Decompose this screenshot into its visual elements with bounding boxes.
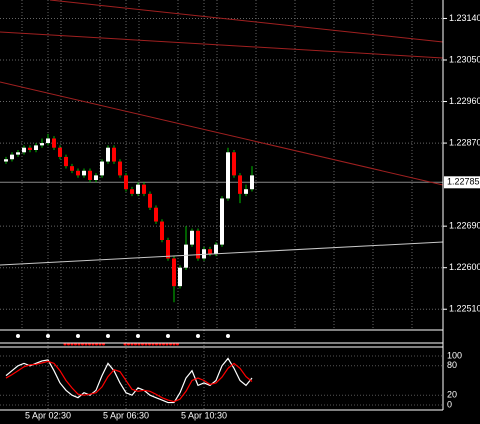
y-tick-label: 1.22960 bbox=[449, 96, 480, 106]
signal-dot bbox=[166, 334, 170, 338]
candle-body bbox=[172, 258, 176, 287]
candle-body bbox=[28, 147, 32, 150]
x-tick-label: 5 Apr 02:30 bbox=[25, 410, 71, 420]
candle-body bbox=[46, 138, 50, 144]
trend-line bbox=[49, 0, 444, 43]
candle-body bbox=[106, 147, 110, 162]
candle-body bbox=[166, 240, 170, 259]
candle-body bbox=[112, 147, 116, 162]
osc-tick-label: 100 bbox=[447, 350, 462, 360]
candle-body bbox=[82, 170, 86, 176]
y-tick-label: 1.23050 bbox=[449, 54, 480, 64]
candle-body bbox=[208, 249, 212, 254]
candle-body bbox=[22, 147, 26, 153]
signal-dot bbox=[76, 334, 80, 338]
trend-line bbox=[0, 81, 444, 186]
signal-dot bbox=[106, 334, 110, 338]
candle-body bbox=[214, 244, 218, 254]
candle-body bbox=[124, 175, 128, 190]
y-tick-label: 1.22870 bbox=[449, 137, 480, 147]
candle-body bbox=[244, 189, 248, 194]
candle-body bbox=[34, 145, 38, 150]
osc-tick-label: 20 bbox=[447, 390, 457, 400]
y-tick-label: 1.23140 bbox=[449, 13, 480, 23]
candle-body bbox=[40, 143, 44, 146]
candle-body bbox=[70, 166, 74, 171]
candle-body bbox=[4, 159, 8, 162]
candle-body bbox=[58, 147, 62, 157]
signal-dot bbox=[16, 334, 20, 338]
candle-body bbox=[148, 193, 152, 208]
candle-body bbox=[64, 156, 68, 167]
y-tick-label: 1.22600 bbox=[449, 262, 480, 272]
candle-body bbox=[160, 221, 164, 240]
candle-body bbox=[154, 207, 158, 222]
candle-body bbox=[16, 152, 20, 155]
signal-dot bbox=[46, 334, 50, 338]
candle-body bbox=[142, 184, 146, 194]
osc-tick-label: 80 bbox=[447, 360, 457, 370]
x-tick-label: 5 Apr 06:30 bbox=[103, 410, 149, 420]
osc-tick-label: 0 bbox=[447, 399, 452, 409]
candle-body bbox=[88, 170, 92, 180]
candle-body bbox=[118, 161, 122, 176]
candle-body bbox=[220, 198, 224, 245]
candle-body bbox=[94, 175, 98, 180]
current-price-label: 1.22785 bbox=[447, 177, 480, 187]
candle-body bbox=[52, 138, 56, 148]
candle-body bbox=[100, 161, 104, 176]
signal-dot bbox=[226, 334, 230, 338]
candle-body bbox=[76, 170, 80, 176]
candle-body bbox=[232, 152, 236, 176]
candle-body bbox=[136, 184, 140, 194]
candle-body bbox=[202, 249, 206, 259]
osc-line bbox=[5, 360, 253, 403]
candle-body bbox=[196, 230, 200, 259]
y-tick-label: 1.22690 bbox=[449, 221, 480, 231]
candle-body bbox=[184, 244, 188, 268]
candle-body bbox=[226, 152, 230, 199]
candle-body bbox=[190, 230, 194, 245]
current-price-box bbox=[444, 176, 480, 189]
candle-body bbox=[130, 189, 134, 194]
signal-dot bbox=[136, 334, 140, 338]
x-tick-label: 5 Apr 10:30 bbox=[181, 410, 227, 420]
signal-dot bbox=[196, 334, 200, 338]
candle-body bbox=[250, 175, 254, 190]
candle-body bbox=[10, 154, 14, 160]
y-tick-label: 1.22510 bbox=[449, 304, 480, 314]
candle-body bbox=[238, 175, 242, 194]
trend-line bbox=[0, 241, 444, 266]
trend-line bbox=[0, 31, 444, 59]
candle-body bbox=[178, 267, 182, 287]
